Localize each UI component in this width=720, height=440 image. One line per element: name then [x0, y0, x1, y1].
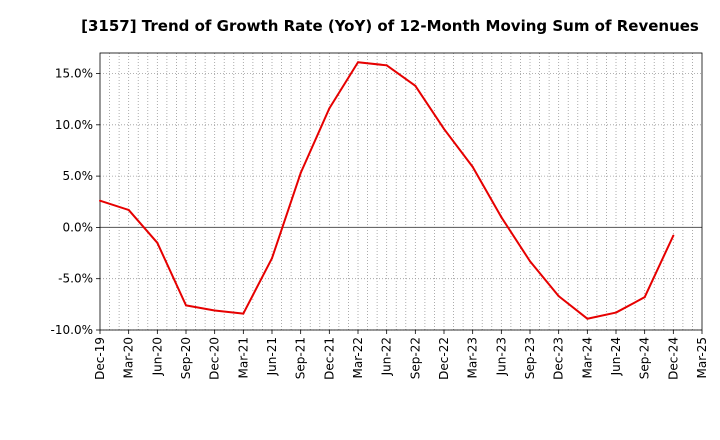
x-tick-label: Dec-24: [666, 337, 680, 380]
y-tick-label: 10.0%: [55, 118, 93, 132]
data-point: [586, 317, 589, 320]
data-point: [615, 311, 617, 314]
data-point: [357, 61, 359, 64]
x-tick-label: Sep-24: [638, 337, 652, 379]
x-tick-label: Dec-22: [437, 337, 451, 380]
data-point: [500, 216, 503, 219]
x-tick-label: Mar-23: [466, 337, 480, 378]
x-tick-label: Jun-20: [150, 337, 164, 376]
data-point: [385, 64, 388, 67]
data-point: [328, 107, 331, 110]
data-point: [299, 172, 302, 175]
y-axis-ticks: 15.0% 10.0% 5.0% 0.0% -5.0% -10.0%: [51, 67, 100, 337]
x-tick-label: Dec-21: [322, 337, 336, 380]
y-tick-label: 15.0%: [55, 67, 93, 81]
x-tick-label: Jun-24: [609, 337, 623, 376]
x-tick-label: Mar-24: [580, 337, 594, 378]
y-tick-label: -5.0%: [58, 272, 93, 286]
x-tick-label: Sep-23: [523, 337, 537, 379]
data-point: [643, 296, 646, 299]
data-point: [672, 234, 675, 237]
x-tick-label: Sep-20: [179, 337, 193, 379]
x-tick-label: Jun-23: [494, 337, 508, 376]
grid-lines: [100, 53, 702, 331]
data-point: [557, 295, 560, 298]
x-tick-label: Sep-21: [294, 337, 308, 379]
x-tick-label: Mar-25: [695, 337, 709, 378]
x-tick-label: Dec-23: [552, 337, 566, 380]
x-axis-ticks: Dec-19 Mar-20 Jun-20 Sep-20 Dec-20 Mar-21 Jun-…: [93, 330, 709, 380]
data-point: [414, 84, 417, 87]
data-point: [213, 309, 216, 312]
data-point: [471, 165, 474, 168]
x-tick-label: Jun-22: [380, 337, 394, 376]
data-point: [242, 312, 245, 315]
x-tick-label: Mar-22: [351, 337, 365, 378]
x-tick-label: Mar-21: [236, 337, 250, 378]
data-point: [127, 208, 130, 211]
y-tick-label: 5.0%: [63, 169, 94, 183]
x-tick-label: Sep-22: [408, 337, 422, 379]
data-point: [99, 199, 101, 202]
y-tick-label: -10.0%: [51, 323, 93, 337]
chart-title: [3157] Trend of Growth Rate (YoY) of 12-…: [81, 17, 699, 35]
data-point: [529, 260, 531, 263]
series-layer: [99, 61, 675, 320]
x-tick-label: Dec-19: [93, 337, 107, 380]
data-point: [185, 304, 187, 307]
y-tick-label: 0.0%: [63, 220, 94, 234]
series-line-0: [99, 61, 675, 320]
data-point: [271, 257, 273, 260]
plot-area: [99, 52, 703, 331]
x-tick-label: Jun-21: [265, 337, 279, 376]
data-point: [443, 127, 445, 130]
x-tick-label: Mar-20: [122, 337, 136, 378]
x-tick-label: Dec-20: [208, 337, 222, 380]
data-point: [156, 241, 159, 244]
